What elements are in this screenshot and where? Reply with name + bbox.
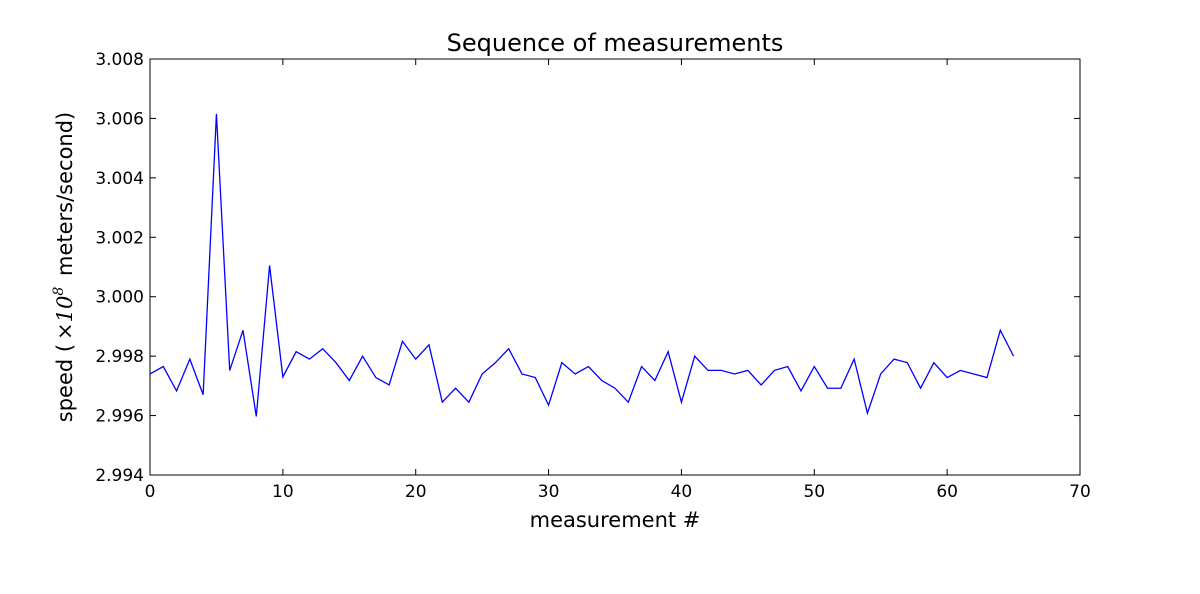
y-axis-label-prefix: speed (	[53, 344, 77, 422]
y-tick-label: 2.996	[95, 407, 144, 427]
y-axis-label-suffix: meters/second)	[53, 112, 77, 283]
y-axis-label: speed ( ×108 meters/second)	[51, 112, 77, 423]
chart-title: Sequence of measurements	[447, 29, 784, 57]
y-axis-ticks: 2.994 2.996 2.998 3.000 3.002 3.004 3.006 3.008	[95, 50, 1080, 486]
y-tick-label: 3.006	[95, 109, 144, 129]
x-tick-label: 0	[145, 482, 156, 502]
x-tick-label: 20	[405, 482, 427, 502]
x-tick-label: 40	[671, 482, 693, 502]
y-tick-label: 3.000	[95, 288, 144, 308]
x-tick-label: 50	[803, 482, 825, 502]
x-axis-ticks: 0 10 20 30 40 50 60 70	[145, 59, 1091, 502]
y-tick-label: 3.004	[95, 169, 144, 189]
y-axis-label-factor: ×10	[53, 296, 77, 340]
y-tick-label: 3.002	[95, 228, 144, 248]
x-tick-label: 70	[1069, 482, 1091, 502]
series-line-0	[149, 113, 1015, 417]
y-axis-label-exponent: 8	[51, 287, 67, 296]
y-tick-label: 2.994	[95, 466, 144, 486]
x-tick-label: 60	[936, 482, 958, 502]
plot-frame	[149, 58, 1081, 476]
x-axis-label: measurement #	[530, 508, 701, 532]
plot-area	[149, 113, 1015, 417]
y-tick-label: 2.998	[95, 347, 144, 367]
y-tick-label: 3.008	[95, 50, 144, 70]
x-tick-label: 30	[538, 482, 560, 502]
x-tick-label: 10	[272, 482, 294, 502]
